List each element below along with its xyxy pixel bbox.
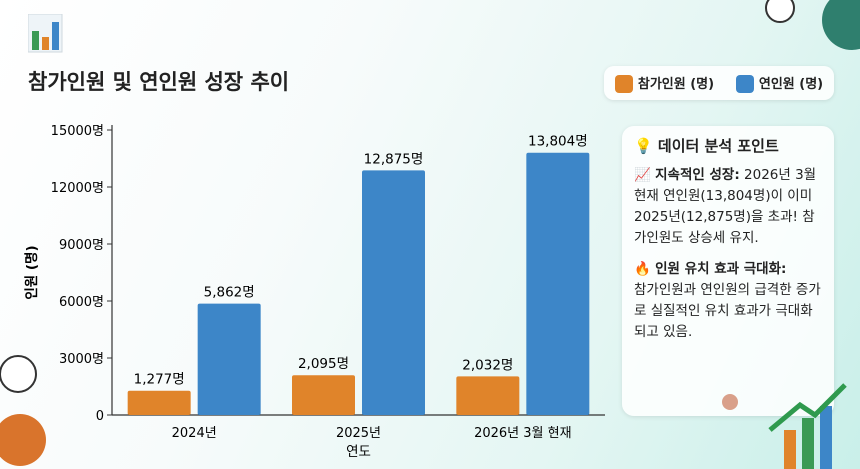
y-tick-label: 3000명 — [59, 352, 104, 367]
data-label: 2,032명 — [462, 357, 513, 373]
sports-balls-decoration-icon — [0, 355, 46, 466]
data-label: 13,804명 — [528, 134, 588, 150]
x-tick-label: 2024년 — [172, 426, 217, 441]
y-tick-label: 9000명 — [59, 238, 104, 253]
legend: 참가인원 (명) 연인원 (명) — [604, 66, 834, 100]
bar-cumulative — [362, 170, 425, 415]
bar-chart: 0 3000명 6000명 9000명 12000명 15000명 2024년 1,277명 5… — [23, 124, 605, 460]
point-effect: 🔥 인원 유치 효과 극대화: 참가인원과 연인원의 급격한 증가로 실질적인 유… — [634, 261, 821, 340]
bar-cumulative — [526, 152, 590, 415]
data-label: 1,277명 — [134, 372, 185, 388]
lightbulb-icon: 💡 — [634, 137, 653, 155]
bar-participants — [456, 376, 520, 415]
legend-item-cumulative: 연인원 (명) — [735, 73, 823, 94]
y-tick-label: 15000명 — [51, 124, 104, 139]
bar-participants — [127, 390, 191, 415]
data-label: 12,875명 — [364, 151, 424, 167]
growth-people-decoration-icon — [722, 383, 847, 469]
y-tick-label: 6000명 — [59, 295, 104, 310]
x-axis-title: 연도 — [346, 444, 371, 460]
legend-item-participants: 참가인원 (명) — [614, 73, 714, 94]
panel-title: 💡 데이터 분석 포인트 — [634, 137, 779, 155]
y-axis-title: 인원 (명) — [23, 245, 40, 299]
page-title: 참가인원 및 연인원 성장 추이 — [28, 70, 290, 94]
data-label: 2,095명 — [298, 356, 349, 372]
point-growth: 📈 지속적인 성장: 2026년 3월 현재 연인원(13,804명)이 이미 … — [634, 167, 817, 246]
x-tick-label: 2025년 — [336, 426, 381, 441]
y-tick-label: 12000명 — [51, 181, 104, 196]
orange-swatch-icon — [614, 75, 633, 94]
soccer-player-decoration-icon — [765, 0, 860, 50]
bar-cumulative — [197, 303, 261, 415]
analysis-panel: 💡 데이터 분석 포인트 📈 지속적인 성장: 2026년 3월 현재 연인원(… — [622, 126, 834, 416]
bar-participants — [292, 375, 355, 415]
chart-up-icon: 📈 — [634, 167, 651, 183]
data-label: 5,862명 — [204, 285, 255, 301]
x-tick-label: 2026년 3월 현재 — [474, 426, 571, 441]
y-tick-label: 0 — [96, 409, 104, 424]
fire-icon: 🔥 — [634, 261, 651, 277]
blue-swatch-icon — [735, 75, 754, 94]
bar-chart-icon — [28, 14, 63, 53]
